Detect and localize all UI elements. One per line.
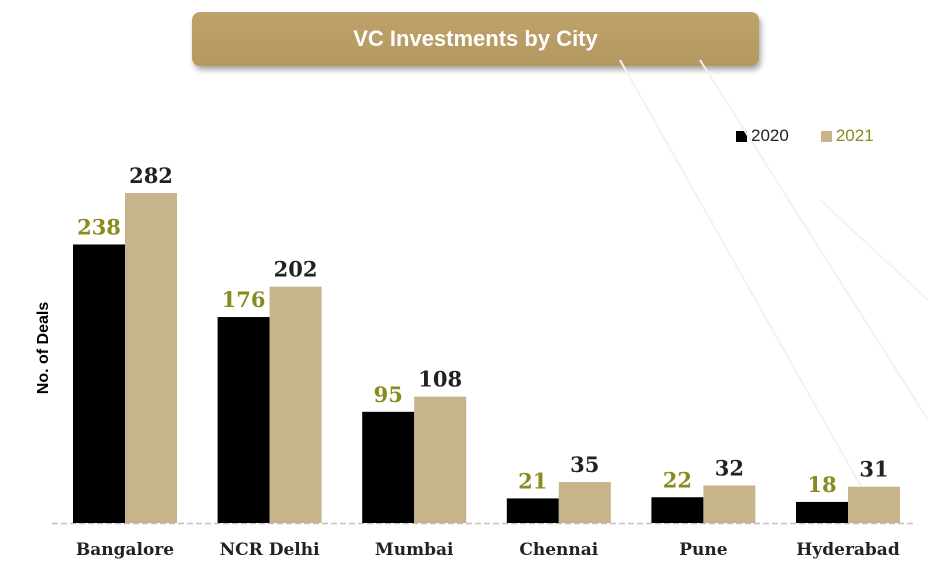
x-tick-label: Hyderabad (796, 540, 900, 560)
chart-title-banner: VC Investments by City (192, 12, 759, 66)
data-label-2021-chennai: 35 (570, 452, 599, 477)
chart-title: VC Investments by City (353, 26, 598, 51)
legend-swatch-2020 (736, 130, 747, 142)
data-label-2020-chennai: 21 (518, 468, 547, 493)
legend: 2020 2021 (736, 126, 874, 146)
x-tick-label: Chennai (519, 540, 598, 560)
x-tick-label: Bangalore (76, 540, 174, 560)
background-stripe (699, 59, 928, 421)
data-label-2021-ncr-delhi: 202 (274, 257, 318, 282)
legend-label-2021: 2021 (835, 126, 874, 145)
background-stripe (819, 199, 928, 301)
bar-2021-hyderabad (848, 486, 900, 523)
x-tick-label: NCR Delhi (220, 540, 320, 560)
x-tick-label: Mumbai (375, 540, 454, 560)
data-label-2021-mumbai: 108 (418, 367, 462, 392)
bar-2020-hyderabad (796, 501, 848, 523)
bar-2020-bangalore (73, 244, 125, 523)
data-label-2021-bangalore: 282 (129, 163, 173, 188)
data-label-2020-ncr-delhi: 176 (222, 287, 266, 312)
bar-2021-mumbai (414, 396, 467, 523)
bar-2020-chennai (506, 498, 559, 523)
data-label-2020-mumbai: 95 (374, 382, 403, 407)
data-label-2021-pune: 32 (715, 456, 744, 481)
bar-2020-mumbai (362, 411, 415, 523)
data-label-2020-pune: 22 (663, 467, 692, 492)
bar-2021-pune (703, 485, 756, 523)
background-stripe (619, 59, 881, 521)
background-stripes (619, 59, 928, 521)
legend-item-2020: 2020 (736, 126, 789, 146)
x-tick-label: Pune (679, 540, 728, 560)
legend-swatch-2021 (820, 130, 832, 142)
data-label-2020-hyderabad: 18 (807, 472, 836, 497)
data-label-2020-bangalore: 238 (77, 214, 121, 239)
bar-2021-ncr-delhi (269, 286, 322, 523)
legend-item-2021: 2021 (820, 126, 874, 146)
bar-2021-chennai (558, 482, 611, 523)
data-label-2021-hyderabad: 31 (859, 457, 888, 482)
legend-label-2020: 2020 (751, 126, 789, 145)
bar-2020-ncr-delhi (217, 317, 270, 523)
bar-2021-bangalore (125, 193, 177, 523)
bar-2020-pune (651, 497, 704, 523)
